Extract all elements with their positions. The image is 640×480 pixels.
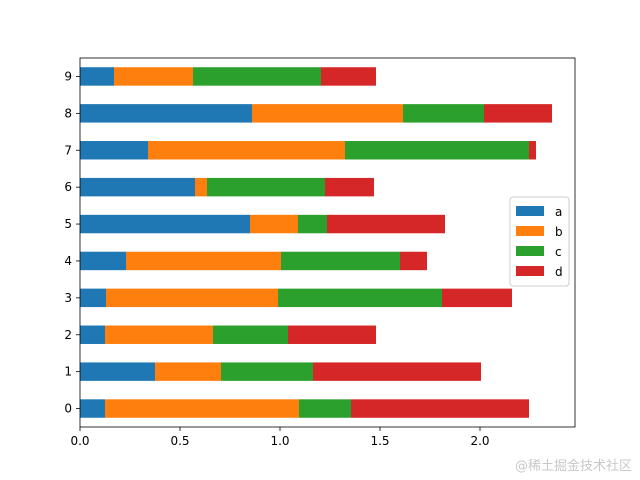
- legend-label-d: d: [555, 265, 563, 279]
- bar-c-2: [213, 325, 288, 344]
- bar-d-4: [400, 251, 427, 271]
- bar-a-8: [80, 104, 252, 123]
- bar-c-6: [207, 177, 325, 197]
- y-tick-label: 6: [64, 180, 72, 194]
- y-tick-label: 1: [64, 365, 72, 379]
- legend-box: [509, 196, 570, 287]
- bar-b-6: [195, 177, 207, 197]
- bar-b-2: [105, 325, 213, 344]
- legend-label-c: c: [555, 245, 562, 259]
- bar-d-1: [313, 362, 481, 381]
- bar-b-3: [106, 288, 278, 308]
- x-tick-label: 1.5: [370, 434, 389, 448]
- legend-label-b: b: [555, 225, 563, 239]
- legend-swatch-c: [516, 246, 544, 256]
- bar-a-5: [80, 214, 250, 234]
- bar-d-9: [321, 67, 376, 86]
- bar-a-9: [80, 67, 114, 86]
- bar-a-2: [80, 325, 105, 344]
- y-tick-label: 8: [64, 106, 72, 120]
- bar-a-1: [80, 362, 155, 381]
- bar-c-8: [403, 104, 484, 123]
- bar-a-3: [80, 288, 106, 308]
- bar-c-1: [221, 362, 313, 381]
- y-tick-label: 3: [64, 291, 72, 305]
- bar-d-8: [484, 104, 552, 123]
- bar-b-1: [155, 362, 221, 381]
- bar-c-5: [298, 214, 327, 234]
- legend-label-a: a: [555, 205, 562, 219]
- y-tick-label: 9: [64, 69, 72, 83]
- bar-a-6: [80, 177, 195, 197]
- bar-b-5: [250, 214, 298, 234]
- bar-d-3: [442, 288, 512, 308]
- bar-a-4: [80, 251, 126, 271]
- bar-c-3: [278, 288, 442, 308]
- y-tick-label: 0: [64, 402, 72, 416]
- y-tick-label: 5: [64, 217, 72, 231]
- bar-d-2: [288, 325, 376, 344]
- watermark: @稀土掘金技术社区: [514, 459, 632, 474]
- plot-frame: [79, 57, 576, 428]
- bar-b-8: [252, 104, 403, 123]
- y-tick-label: 7: [64, 143, 72, 157]
- x-tick-label: 0.0: [70, 434, 89, 448]
- bar-b-9: [114, 67, 193, 86]
- legend-swatch-d: [516, 266, 544, 276]
- legend-swatch-a: [516, 206, 544, 216]
- y-tick-label: 4: [64, 254, 72, 268]
- bar-c-9: [193, 67, 321, 86]
- bar-b-4: [126, 251, 281, 271]
- bar-b-7: [148, 141, 345, 160]
- y-tick-label: 2: [64, 328, 72, 342]
- bar-b-0: [105, 399, 299, 418]
- bar-d-5: [327, 214, 445, 234]
- bar-a-7: [80, 141, 148, 160]
- bar-c-4: [281, 251, 400, 271]
- x-tick-label: 0.5: [170, 434, 189, 448]
- bar-c-7: [345, 141, 529, 160]
- x-tick-label: 1.0: [270, 434, 289, 448]
- bar-a-0: [80, 399, 105, 418]
- bar-d-7: [529, 141, 536, 160]
- legend-swatch-b: [516, 226, 544, 236]
- x-tick-label: 2.0: [470, 434, 489, 448]
- bar-d-0: [351, 399, 529, 418]
- bar-d-6: [325, 177, 374, 197]
- bar-c-0: [299, 399, 351, 418]
